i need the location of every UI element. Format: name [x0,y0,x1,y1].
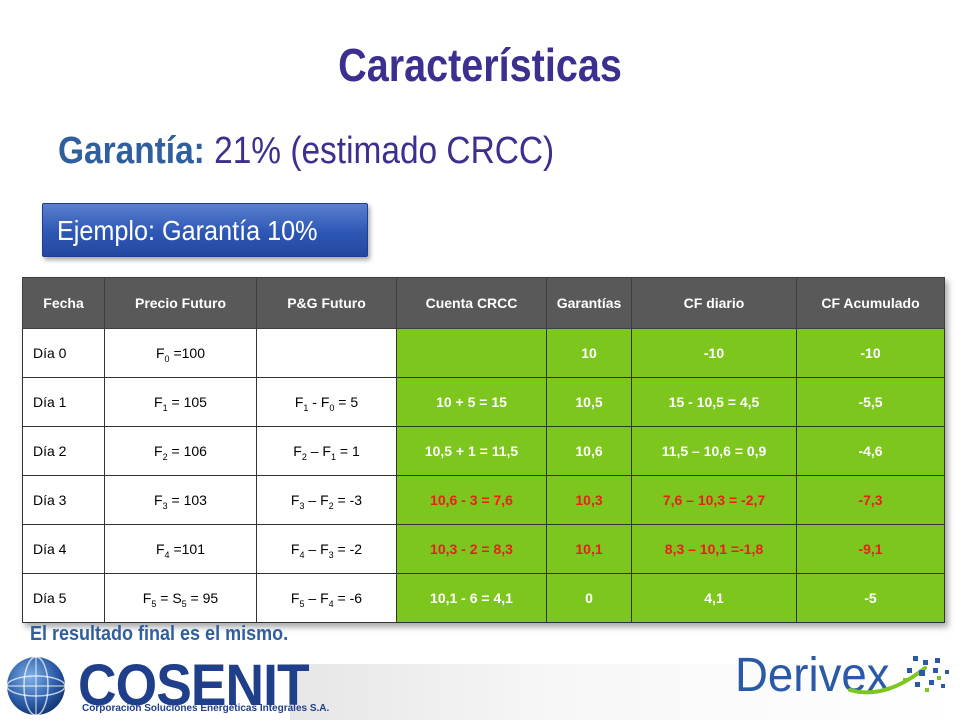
guarantee-line: Garantía: 21% (estimado CRCC) [58,130,554,173]
cell-cf-diario: 8,3 – 10,1 =-1,8 [631,524,797,574]
cell-cf-acumulado: -7,3 [796,475,945,525]
cell-cuenta-crcc [396,328,547,378]
header-garantias: Garantías [546,277,632,329]
header-cf-acumulado: CF Acumulado [796,277,945,329]
cell-pyg-futuro [256,328,397,378]
table-row: Día 5 F5 = S5 = 95 F5 – F4 = -6 10,1 - 6 = … [22,573,945,623]
guarantee-label: Garantía: [58,130,205,172]
table-row: Día 4 F4 =101 F4 – F3 = -2 10,3 - 2 = 8,3 10… [22,524,945,574]
cell-cf-diario: -10 [631,328,797,378]
cell-garantias: 10,3 [546,475,632,525]
cell-cuenta-crcc: 10,1 - 6 = 4,1 [396,573,547,623]
cell-cuenta-crcc: 10,3 - 2 = 8,3 [396,524,547,574]
header-cuenta-crcc: Cuenta CRCC [396,277,547,329]
cell-precio-futuro: F2 = 106 [104,426,257,476]
header-fecha: Fecha [22,277,105,329]
cell-fecha: Día 3 [22,475,105,525]
cell-fecha: Día 0 [22,328,105,378]
cell-cuenta-crcc: 10 + 5 = 15 [396,377,547,427]
cell-fecha: Día 2 [22,426,105,476]
cell-cf-acumulado: -5 [796,573,945,623]
cell-pyg-futuro: F3 – F2 = -3 [256,475,397,525]
futures-table: Fecha Precio Futuro P&G Futuro Cuenta CR… [22,277,945,623]
table-row: Día 0 F0 =100 10 -10 -10 [22,328,945,378]
cell-garantias: 10,1 [546,524,632,574]
table-row: Día 1 F1 = 105 F1 - F0 = 5 10 + 5 = 15 10,5 1… [22,377,945,427]
cell-cf-acumulado: -4,6 [796,426,945,476]
cosenit-logo-text: COSENIT [78,653,310,718]
slide-title: Características [338,39,622,91]
table-row: Día 3 F3 = 103 F3 – F2 = -3 10,6 - 3 = 7,6 1… [22,475,945,525]
header-precio-futuro: Precio Futuro [104,277,257,329]
cell-garantias: 10,6 [546,426,632,476]
cell-fecha: Día 4 [22,524,105,574]
cell-pyg-futuro: F5 – F4 = -6 [256,573,397,623]
derivex-dots-icon [903,656,949,692]
cell-garantias: 10 [546,328,632,378]
cell-precio-futuro: F0 =100 [104,328,257,378]
cell-garantias: 0 [546,573,632,623]
cell-cf-acumulado: -10 [796,328,945,378]
cell-cuenta-crcc: 10,6 - 3 = 7,6 [396,475,547,525]
cell-precio-futuro: F1 = 105 [104,377,257,427]
cell-cuenta-crcc: 10,5 + 1 = 11,5 [396,426,547,476]
example-label: Ejemplo: Garantía 10% [57,215,318,246]
cell-precio-futuro: F3 = 103 [104,475,257,525]
cell-garantias: 10,5 [546,377,632,427]
cell-precio-futuro: F5 = S5 = 95 [104,573,257,623]
header-cf-diario: CF diario [631,277,797,329]
derivex-swoosh-icon [848,666,927,695]
cell-cf-diario: 7,6 – 10,3 = -2,7 [631,475,797,525]
guarantee-value: 21% (estimado CRCC) [214,130,555,172]
cosenit-tagline: Corporación Soluciones Energéticas Integ… [82,703,330,714]
table-row: Día 2 F2 = 106 F2 – F1 = 1 10,5 + 1 = 11,5 1… [22,426,945,476]
cell-fecha: Día 1 [22,377,105,427]
cell-cf-diario: 15 - 10,5 = 4,5 [631,377,797,427]
cell-cf-acumulado: -9,1 [796,524,945,574]
table-header-row: Fecha Precio Futuro P&G Futuro Cuenta CR… [22,277,945,329]
example-box: Ejemplo: Garantía 10% [42,203,368,257]
cell-pyg-futuro: F4 – F3 = -2 [256,524,397,574]
cell-cf-diario: 11,5 – 10,6 = 0,9 [631,426,797,476]
cell-cf-acumulado: -5,5 [796,377,945,427]
cell-cf-diario: 4,1 [631,573,797,623]
cosenit-globe-icon [6,656,66,716]
result-note: El resultado final es el mismo. [30,623,289,645]
footer-stripe [290,664,960,720]
cell-fecha: Día 5 [22,573,105,623]
cell-precio-futuro: F4 =101 [104,524,257,574]
header-pyg-futuro: P&G Futuro [256,277,397,329]
cell-pyg-futuro: F1 - F0 = 5 [256,377,397,427]
cell-pyg-futuro: F2 – F1 = 1 [256,426,397,476]
